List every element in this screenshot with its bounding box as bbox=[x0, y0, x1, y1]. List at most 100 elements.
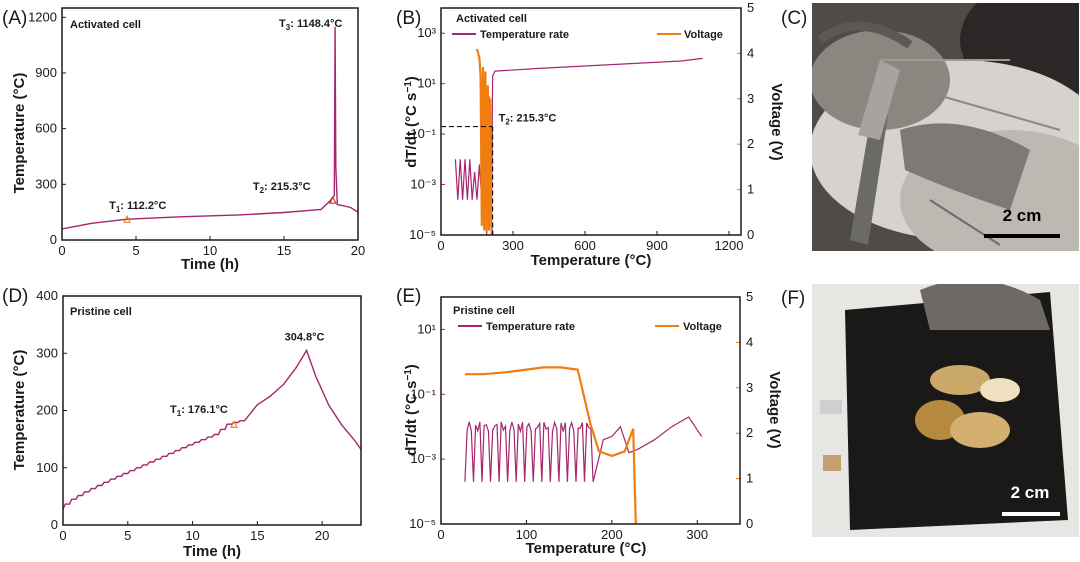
panel-d-temperature-line bbox=[62, 348, 362, 510]
panel-e-letter: (E) bbox=[396, 286, 421, 307]
y-tick-label: 10⁻³ bbox=[410, 177, 436, 192]
panel-a-frame bbox=[61, 7, 359, 241]
y2-tick-label: 1 bbox=[747, 182, 754, 197]
x-tick-label: 15 bbox=[250, 528, 264, 543]
panel-c-letter: (C) bbox=[781, 8, 807, 29]
annotation-label: 304.8°C bbox=[285, 331, 325, 343]
y-tick-label: 10¹ bbox=[417, 76, 436, 91]
panel-b-xlabel: Temperature (°C) bbox=[531, 252, 652, 269]
x-tick-label: 15 bbox=[277, 243, 291, 258]
panel-c: (C) 2 cm bbox=[781, 3, 1079, 251]
panel-e-legend: Temperature rate Voltage bbox=[458, 321, 722, 333]
panel-b-x-ticks: 0 300 600 900 1200 bbox=[437, 231, 743, 253]
y2-tick-label: 0 bbox=[746, 516, 753, 531]
panel-d: (D) Pristine cell Time (h) Temperature (… bbox=[2, 286, 362, 560]
panel-b-legend: Temperature rate Voltage bbox=[452, 29, 723, 41]
panel-b-y2-ticks: 0 1 2 3 4 5 bbox=[737, 0, 754, 242]
panel-d-y-ticks: 0 100 200 300 400 bbox=[36, 288, 67, 532]
annotation-label: T1: 176.1°C bbox=[170, 404, 228, 418]
panel-f-photo bbox=[812, 284, 1079, 537]
panel-d-annotations: T1: 176.1°C 304.8°C bbox=[170, 331, 325, 428]
panel-b-y-ticks: 10³ 10¹ 10⁻¹ 10⁻³ 10⁻⁵ bbox=[409, 25, 445, 242]
x-tick-label: 1200 bbox=[715, 238, 744, 253]
y-tick-label: 300 bbox=[36, 345, 58, 360]
y-tick-label: 10⁻⁵ bbox=[409, 516, 436, 531]
annotation-label: T3: 1148.4°C bbox=[279, 18, 342, 32]
y-tick-label: 900 bbox=[35, 65, 57, 80]
panel-d-title: Pristine cell bbox=[70, 306, 132, 318]
x-tick-label: 0 bbox=[437, 238, 444, 253]
panel-b-legend-rate: Temperature rate bbox=[480, 29, 569, 41]
y2-tick-label: 2 bbox=[747, 136, 754, 151]
x-tick-label: 200 bbox=[601, 527, 623, 542]
y-tick-label: 400 bbox=[36, 288, 58, 303]
t1-marker bbox=[123, 215, 131, 223]
x-tick-label: 20 bbox=[315, 528, 329, 543]
panel-e-title: Pristine cell bbox=[453, 305, 515, 317]
y-tick-label: 10⁻⁵ bbox=[409, 227, 436, 242]
panel-d-x-ticks: 0 5 10 15 20 bbox=[59, 521, 329, 543]
y2-tick-label: 2 bbox=[746, 425, 753, 440]
panel-b-legend-voltage: Voltage bbox=[684, 29, 723, 41]
panel-c-photo bbox=[812, 3, 1079, 251]
panel-a-xlabel: Time (h) bbox=[181, 256, 239, 273]
y2-tick-label: 3 bbox=[747, 91, 754, 106]
panel-f-letter: (F) bbox=[781, 288, 805, 309]
x-tick-label: 100 bbox=[516, 527, 538, 542]
panel-e-y2label: Voltage (V) bbox=[766, 371, 783, 448]
y2-tick-label: 3 bbox=[746, 380, 753, 395]
panel-d-ylabel: Temperature (°C) bbox=[11, 350, 28, 471]
x-tick-label: 10 bbox=[203, 243, 217, 258]
y-tick-label: 600 bbox=[35, 121, 57, 136]
panel-e-frame bbox=[440, 296, 741, 525]
x-tick-label: 0 bbox=[58, 243, 65, 258]
panel-a: (A) Activated cell Time (h) Temperature … bbox=[2, 7, 365, 273]
panel-a-letter: (A) bbox=[2, 8, 27, 29]
y2-tick-label: 4 bbox=[747, 45, 754, 60]
panel-e-y-ticks: 10¹ 10⁻¹ 10⁻³ 10⁻⁵ bbox=[409, 321, 445, 531]
annotation-label: T2: 215.3°C bbox=[253, 181, 311, 195]
panel-a-title: Activated cell bbox=[70, 19, 141, 31]
y-tick-label: 10⁻¹ bbox=[410, 126, 436, 141]
annotation-label: T1: 112.2°C bbox=[109, 200, 166, 214]
y-tick-label: 1200 bbox=[28, 9, 57, 24]
panel-b: (B) Activated cell Temperature (°C) dT/d… bbox=[396, 0, 785, 269]
panel-e: (E) Pristine cell Temperature (°C) dT/dt… bbox=[396, 286, 783, 557]
panel-c-scale-label: 2 cm bbox=[1003, 206, 1042, 225]
y-tick-label: 200 bbox=[36, 403, 58, 418]
x-tick-label: 20 bbox=[351, 243, 365, 258]
y-tick-label: 0 bbox=[50, 232, 57, 247]
panel-e-rate-line bbox=[464, 416, 703, 482]
y2-tick-label: 5 bbox=[747, 0, 754, 15]
panel-d-xlabel: Time (h) bbox=[183, 543, 241, 560]
panel-a-y-ticks: 0 300 600 900 1200 bbox=[28, 9, 66, 247]
t2-marker bbox=[329, 195, 337, 204]
y-tick-label: 10⁻³ bbox=[410, 451, 436, 466]
panel-a-annotations: T1: 112.2°C T2: 215.3°C T3: 1148.4°C bbox=[109, 18, 342, 223]
annotation-label: T2: 215.3°C bbox=[499, 113, 557, 127]
panel-e-legend-voltage: Voltage bbox=[683, 321, 722, 333]
panel-e-voltage-line bbox=[464, 366, 637, 525]
x-tick-label: 5 bbox=[124, 528, 131, 543]
x-tick-label: 0 bbox=[437, 527, 444, 542]
y-tick-label: 0 bbox=[51, 517, 58, 532]
t1-marker bbox=[230, 420, 238, 428]
y2-tick-label: 1 bbox=[746, 471, 753, 486]
panel-d-frame bbox=[62, 295, 362, 526]
panel-f: (F) 2 cm bbox=[781, 284, 1079, 537]
x-tick-label: 300 bbox=[686, 527, 708, 542]
x-tick-label: 600 bbox=[574, 238, 596, 253]
panel-d-letter: (D) bbox=[2, 286, 28, 307]
x-tick-label: 300 bbox=[502, 238, 524, 253]
panel-b-ylabel: dT/dt (°C s−1) bbox=[403, 76, 420, 168]
panel-b-frame bbox=[440, 7, 742, 236]
x-tick-label: 10 bbox=[185, 528, 199, 543]
x-tick-label: 0 bbox=[59, 528, 66, 543]
y-tick-label: 10¹ bbox=[417, 321, 436, 336]
y-tick-label: 300 bbox=[35, 176, 57, 191]
y2-tick-label: 4 bbox=[746, 334, 753, 349]
panel-e-legend-rate: Temperature rate bbox=[486, 321, 575, 333]
panel-b-title: Activated cell bbox=[456, 13, 527, 25]
panel-b-voltage-line bbox=[475, 48, 494, 236]
